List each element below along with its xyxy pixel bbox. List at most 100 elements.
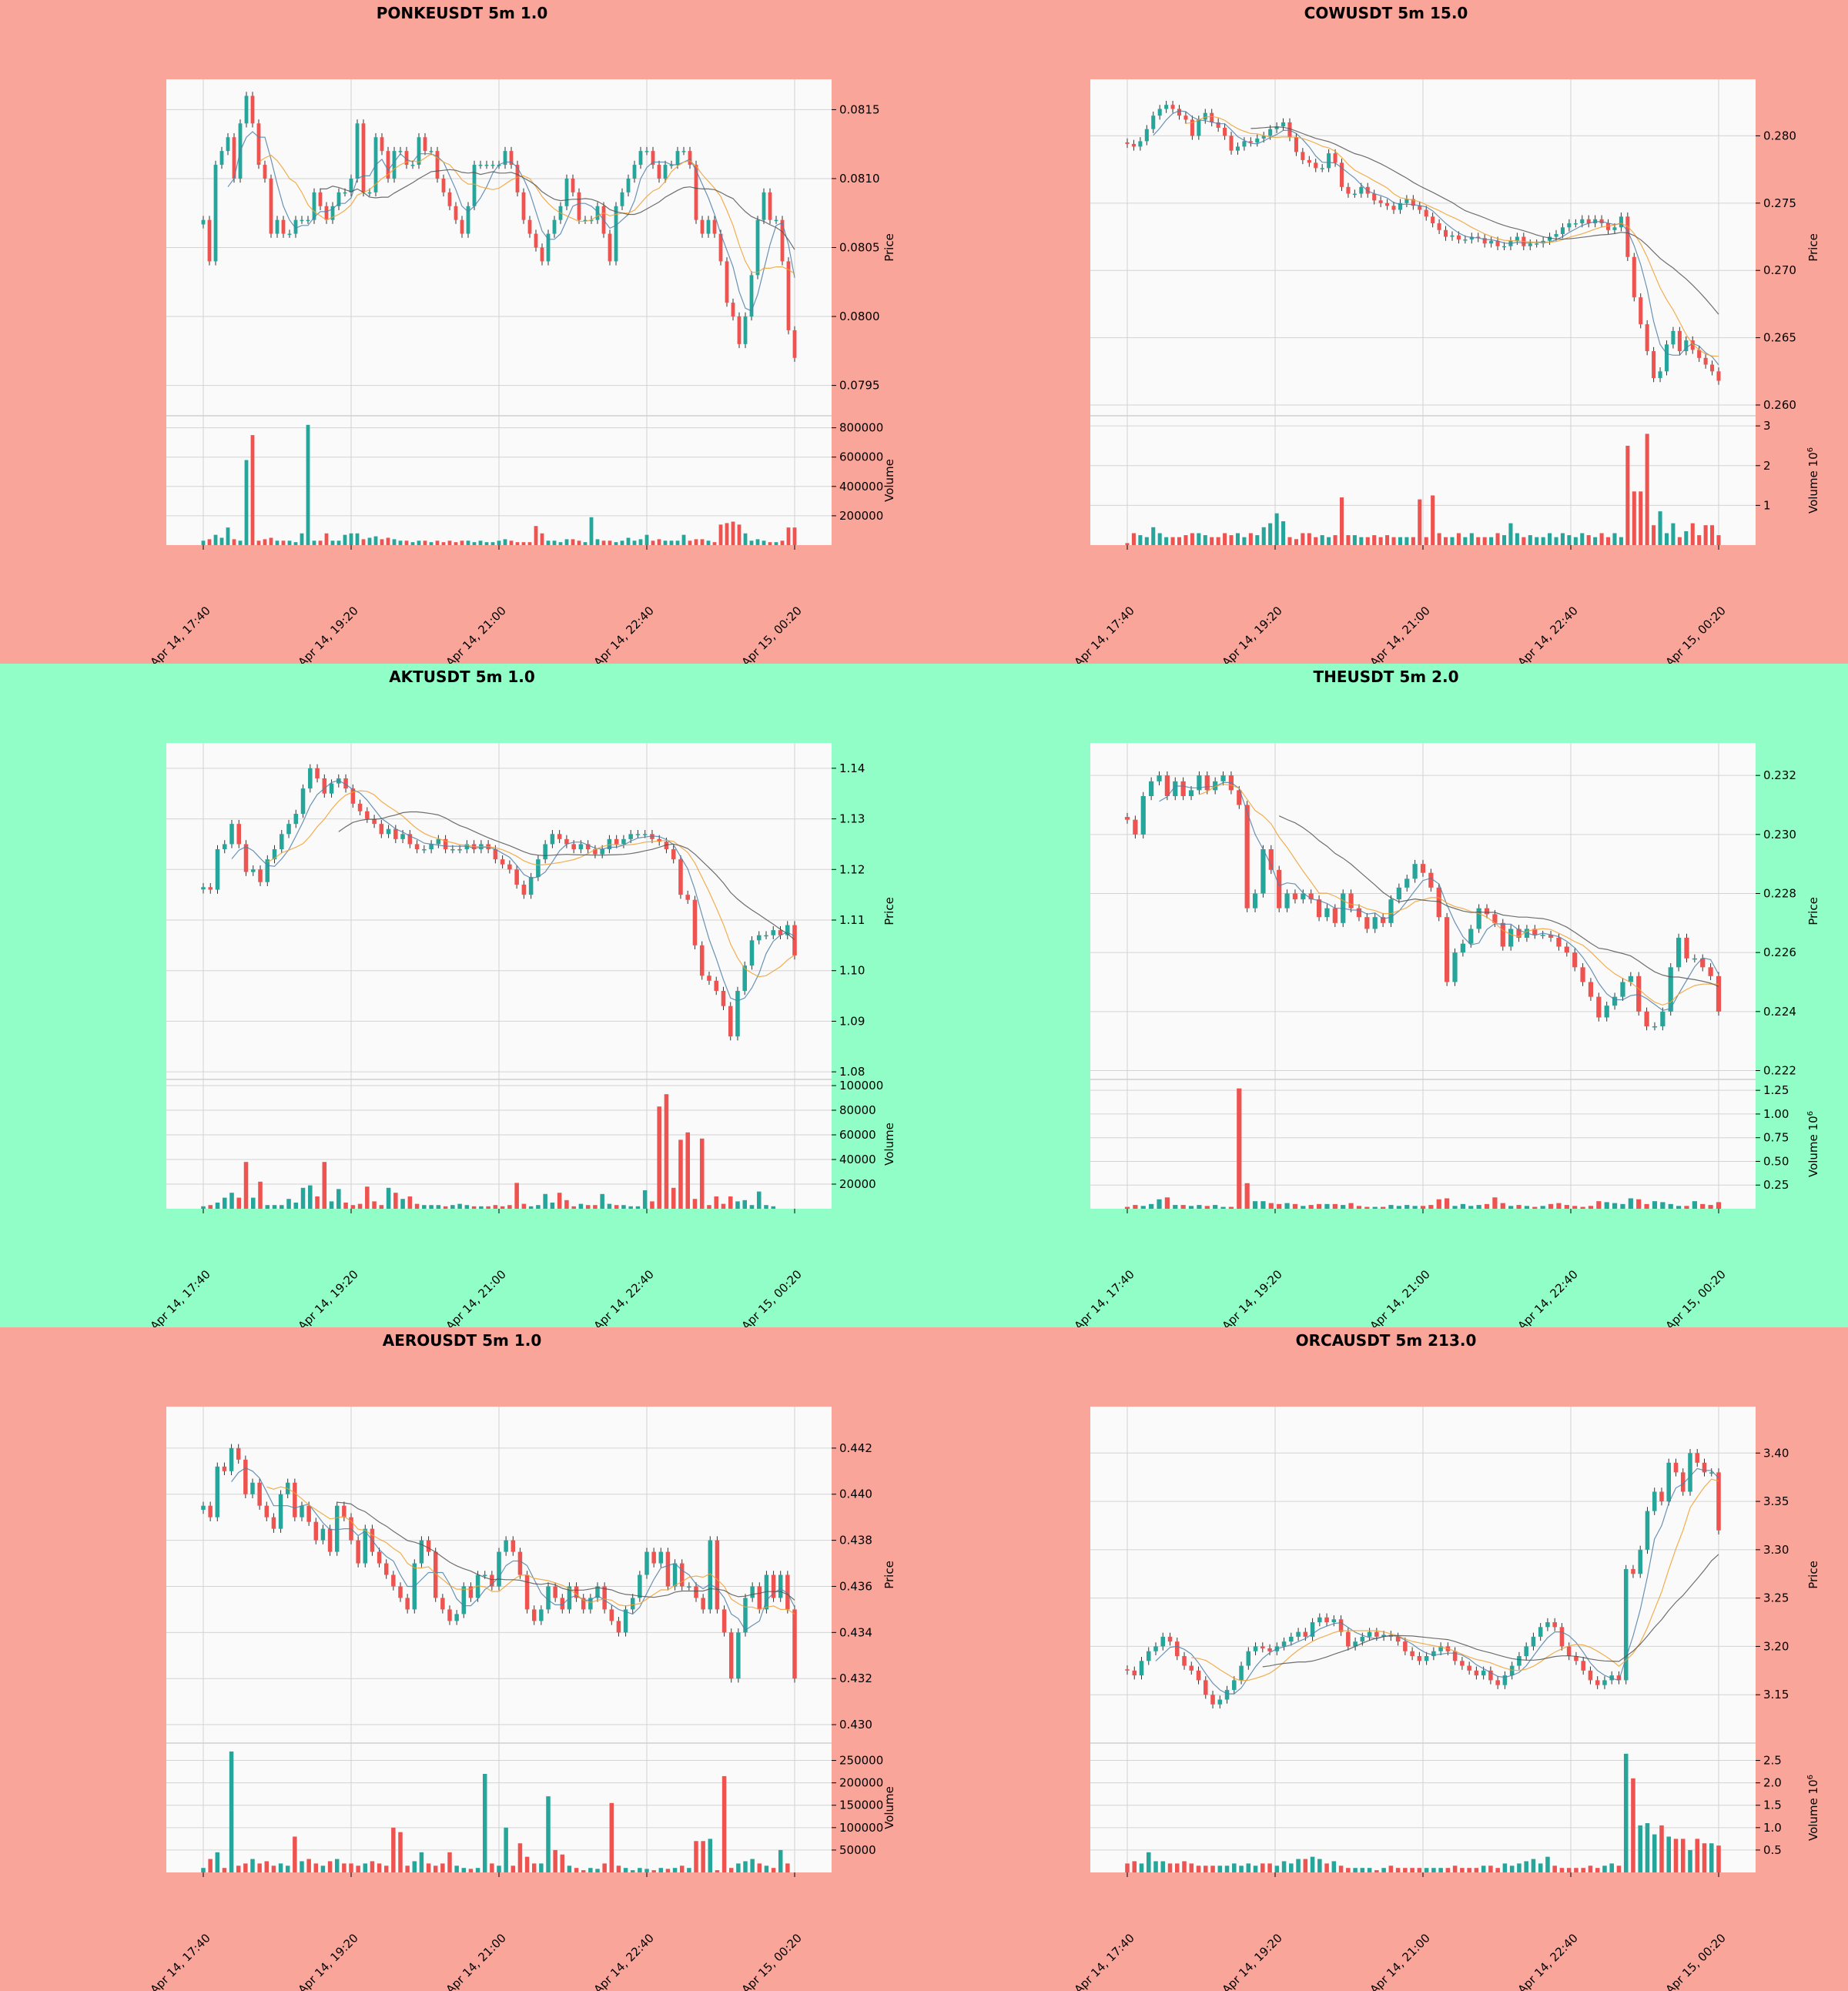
candle (1460, 943, 1466, 953)
volume-bar (1303, 1859, 1308, 1872)
candle (1180, 781, 1186, 796)
volume-bar (1140, 1206, 1146, 1209)
volume-bar (1239, 1866, 1244, 1872)
candle (398, 1586, 403, 1598)
volume-tick-label: 40000 (839, 1153, 876, 1166)
volume-bar (377, 1863, 382, 1872)
candle (222, 844, 227, 849)
candle (312, 192, 316, 220)
candle (1372, 193, 1377, 201)
volume-bar (391, 1827, 396, 1872)
volume-bar (601, 540, 606, 545)
candle (1532, 929, 1538, 935)
candle (1636, 975, 1642, 1012)
candle (392, 151, 397, 179)
volume-bar (1173, 1205, 1178, 1209)
volume-bar (1532, 1206, 1538, 1209)
candle (281, 219, 286, 234)
volume-bar (479, 1206, 484, 1209)
volume-bar (419, 1852, 424, 1872)
volume-bar (504, 1827, 508, 1872)
candle (1467, 1665, 1471, 1671)
candle (728, 1632, 734, 1679)
candle (1545, 1622, 1550, 1628)
volume-bar (1502, 1863, 1508, 1872)
volume-bar (764, 1866, 769, 1872)
volume-bar (583, 542, 588, 545)
candle (792, 925, 797, 955)
volume-bar (1688, 1849, 1692, 1872)
candle (1253, 1646, 1258, 1651)
candle (1652, 1026, 1658, 1028)
volume-bar (707, 1205, 711, 1209)
volume-bar (1237, 1088, 1242, 1209)
candle (1411, 199, 1415, 206)
volume-bar (1445, 1868, 1451, 1872)
volume-bar (1294, 539, 1298, 545)
volume-bar (1177, 537, 1182, 545)
candle (560, 1598, 565, 1610)
volume-bar (558, 542, 563, 545)
candle (1213, 781, 1218, 791)
volume-bar (614, 542, 618, 545)
volume-bar (471, 1206, 477, 1209)
candle (665, 1551, 671, 1587)
volume-bar (560, 1854, 565, 1872)
volume-bar (1274, 513, 1279, 545)
candle (534, 233, 538, 248)
candle (1596, 996, 1602, 1018)
volume-bar (1125, 543, 1130, 545)
candle (447, 1609, 452, 1621)
volume-bar (503, 539, 507, 545)
volume-tick-label: 100000 (839, 1079, 883, 1093)
volume-bar (743, 1861, 748, 1872)
volume-bar (658, 1868, 664, 1872)
volume-bar (1223, 533, 1227, 545)
ma-line (227, 131, 795, 312)
volume-bar (1463, 537, 1468, 545)
candle (536, 859, 541, 878)
candle (1639, 297, 1643, 325)
candle (244, 95, 249, 124)
price-axis-label: Price (1806, 1561, 1820, 1589)
volume-bar (380, 539, 384, 545)
candle (372, 818, 377, 825)
candle (1431, 216, 1435, 224)
candle (426, 1540, 431, 1552)
volume-bar (1316, 1203, 1322, 1209)
candle (1538, 1627, 1543, 1637)
volume-bar (281, 540, 286, 545)
volume-bar (621, 1205, 626, 1209)
candle (1684, 340, 1689, 352)
candle (1404, 199, 1409, 203)
volume-bar (675, 540, 680, 545)
volume-bar (318, 540, 323, 545)
volume-bar (1317, 1859, 1322, 1872)
candle (1495, 1680, 1500, 1685)
volume-bar (672, 1868, 678, 1872)
volume-bar (1652, 525, 1656, 545)
volume-bar (1541, 537, 1545, 545)
candle (1204, 1680, 1208, 1695)
volume-bar (244, 460, 249, 545)
candle (511, 1540, 516, 1552)
volume-bar (468, 1869, 474, 1872)
volume-bar (1605, 537, 1611, 545)
candle (602, 1586, 607, 1610)
candle (1645, 1511, 1650, 1550)
volume-bar (1160, 1861, 1166, 1872)
candle (1619, 216, 1623, 228)
candle (466, 206, 470, 234)
candle (1628, 975, 1633, 982)
candle (1380, 917, 1386, 923)
candle (635, 834, 641, 835)
ma-line (1153, 110, 1719, 366)
candle (578, 844, 584, 849)
candle (1157, 775, 1162, 781)
candle (280, 834, 284, 849)
volume-bar (1460, 1203, 1466, 1209)
candle (1566, 1646, 1572, 1656)
candle (493, 849, 498, 860)
candle (1424, 209, 1428, 217)
